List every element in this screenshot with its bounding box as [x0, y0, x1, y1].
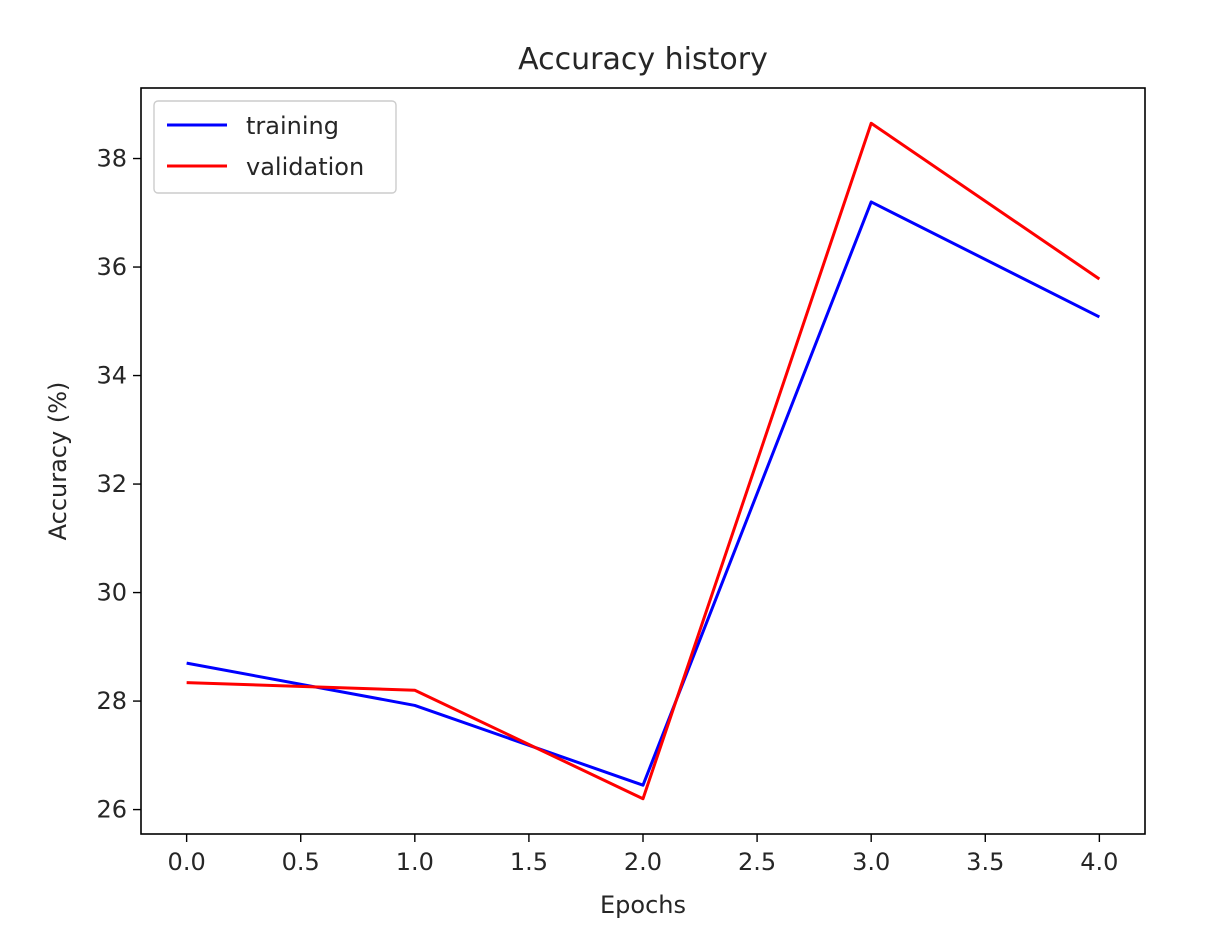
- y-tick-label: 30: [96, 579, 127, 607]
- legend: training validation: [153, 100, 397, 194]
- y-tick-label: 34: [96, 362, 127, 390]
- y-tick-label: 38: [96, 145, 127, 173]
- plot-area: 0.0 0.5 1.0 1.5 2.0 2.5 3.0 3.5 4.0 26 28 30 32 34 36…: [96, 87, 1146, 876]
- y-tick-label: 28: [96, 687, 127, 715]
- series-lines: [186, 121, 1101, 801]
- x-tick-label: 3.5: [966, 848, 1004, 876]
- series-line-training: [186, 200, 1101, 787]
- x-tick-label: 4.0: [1080, 848, 1118, 876]
- legend-label-training: training: [246, 112, 339, 140]
- x-tick-label: 0.5: [282, 848, 320, 876]
- y-axis-label: Accuracy (%): [44, 382, 72, 541]
- legend-label-validation: validation: [246, 153, 364, 181]
- x-tick-label: 2.5: [738, 848, 776, 876]
- y-axis: 26 28 30 32 34 36 38: [96, 145, 141, 824]
- x-tick-label: 3.0: [852, 848, 890, 876]
- x-tick-label: 1.5: [510, 848, 548, 876]
- series-line-validation: [186, 121, 1101, 801]
- y-tick-label: 36: [96, 253, 127, 281]
- y-tick-label: 26: [96, 796, 127, 824]
- x-tick-label: 1.0: [396, 848, 434, 876]
- y-tick-label: 32: [96, 470, 127, 498]
- chart-title: Accuracy history: [518, 42, 768, 77]
- x-axis-label: Epochs: [600, 891, 686, 919]
- x-axis: 0.0 0.5 1.0 1.5 2.0 2.5 3.0 3.5 4.0: [168, 834, 1118, 876]
- x-tick-label: 2.0: [624, 848, 662, 876]
- x-tick-label: 0.0: [168, 848, 206, 876]
